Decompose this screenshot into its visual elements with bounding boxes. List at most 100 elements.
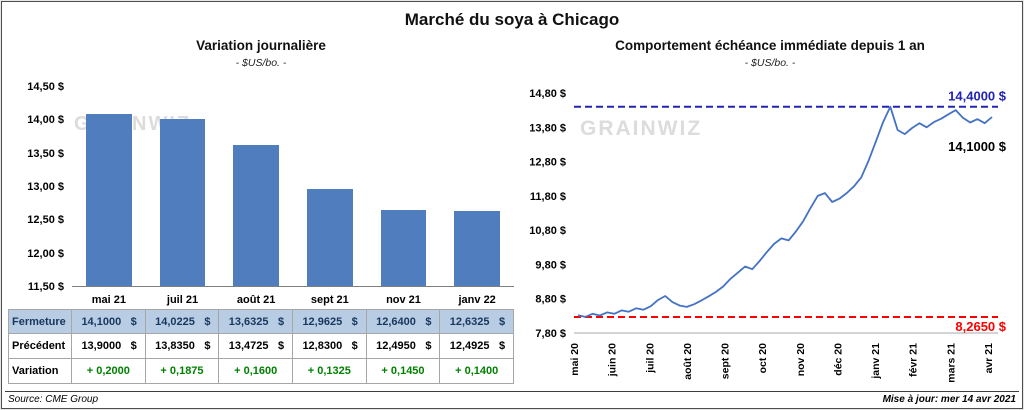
cell-value: + 0,2000 (86, 365, 130, 377)
table-cell: 13,6325 $ (219, 309, 293, 334)
table-cell: 12,6400 $ (366, 309, 441, 334)
cell-value: + 0,1325 (307, 365, 351, 377)
bar-sept 21 (307, 189, 353, 286)
bar-chart-subtitle: - $US/bo. - (235, 57, 287, 69)
bar-août 21 (233, 144, 280, 286)
price-line (577, 105, 993, 318)
bar-juil 21 (159, 118, 206, 286)
cell-value: 13,8350 (155, 340, 195, 352)
table-cell: + 0,1400 (440, 359, 514, 384)
cell-value: 14,1000 (81, 315, 122, 328)
column-header: sept 21 (310, 293, 349, 306)
row-label: Fermeture (8, 309, 72, 334)
line-y-tick-label: 14,80 $ (529, 88, 566, 100)
table-cell: 12,8300 $ (292, 334, 367, 359)
cell-value: 14,0225 (155, 315, 195, 328)
cell-value: 12,9625 (302, 315, 343, 328)
line-y-tick-label: 8,80 $ (535, 294, 566, 306)
currency-symbol: $ (351, 315, 358, 328)
currency-symbol: $ (204, 340, 211, 352)
cell-value: + 0,1400 (455, 365, 499, 377)
row-label: Précédent (8, 334, 72, 359)
bar-y-tick-label: 13,00 $ (27, 181, 64, 193)
cell-value: 12,4950 (376, 340, 416, 352)
page-title: Marché du soya à Chicago (404, 10, 620, 29)
cell-value: + 0,1875 (160, 365, 204, 377)
currency-symbol: $ (425, 340, 432, 352)
bar-nov 21 (380, 210, 427, 286)
table-cell: 13,4725 $ (219, 334, 293, 359)
bar-y-tick-label: 12,50 $ (27, 214, 64, 227)
line-y-tick-label: 7,80 $ (535, 328, 566, 340)
column-header: mai 21 (91, 293, 126, 306)
bar-column (146, 87, 220, 286)
line-y-tick-label: 10,80 $ (529, 225, 566, 237)
x-axis-label: juil 20 (644, 343, 656, 374)
cell-value: 13,9000 (81, 340, 122, 352)
row-label: Variation (8, 359, 72, 384)
currency-symbol: $ (277, 315, 285, 328)
source-note: Source: CME Group (8, 394, 99, 405)
low-value-label: 8,2650 $ (955, 319, 1006, 334)
high-value-label: 14,4000 $ (948, 89, 1007, 104)
bar-chart-plot: GRAINWIZ (72, 87, 514, 287)
cell-value: 12,4925 (449, 340, 490, 352)
x-axis-label: oct 20 (757, 343, 769, 374)
bar-chart-title: Variation journalière (196, 38, 326, 53)
table-cell: + 0,2000 (72, 359, 146, 384)
x-axis-label: sept 20 (720, 343, 732, 379)
x-axis-label: avr 21 (983, 343, 995, 374)
bar-column (219, 87, 293, 286)
currency-symbol: $ (204, 315, 211, 328)
table-cell: + 0,1325 (292, 359, 367, 384)
currency-symbol: $ (130, 315, 137, 328)
bar-janv 22 (454, 210, 501, 286)
currency-symbol: $ (351, 340, 358, 352)
line-chart-subtitle: - $US/bo. - (744, 57, 796, 69)
watermark: GRAINWIZ (580, 117, 702, 140)
footer: Source: CME Group Mise à jour: mer 14 av… (5, 391, 1019, 407)
cell-value: + 0,1600 (234, 365, 278, 377)
bar-chart-y-axis: 14,50 $ 14,00 $ 13,50 $ 13,00 $ 12,50 $ 12,00… (8, 81, 72, 293)
bar-y-tick-label: 14,50 $ (27, 81, 64, 93)
cell-value: 12,6400 (376, 315, 416, 328)
cell-value: 13,6325 (228, 315, 269, 328)
table-cell: + 0,1450 (366, 359, 441, 384)
x-axis-label: juin 20 (607, 343, 619, 377)
table-cell: 12,4950 $ (366, 334, 441, 359)
bar-y-tick-label: 11,50 $ (27, 281, 64, 293)
column-header: nov 21 (386, 293, 421, 306)
update-note: Mise à jour: mer 14 avr 2021 (882, 394, 1016, 405)
price-table: mai 21 juil 21 août 21 sept 21 nov 21 janv 22… (8, 290, 514, 384)
table-cell: 12,9625 $ (292, 309, 367, 334)
table-cell: 13,9000 $ (72, 334, 146, 359)
currency-symbol: $ (498, 315, 506, 328)
cell-value: 12,6325 (449, 315, 490, 328)
table-cell: 12,4925 $ (440, 334, 514, 359)
table-cell: + 0,1875 (145, 359, 220, 384)
line-y-tick-label: 9,80 $ (535, 259, 566, 271)
column-header: juil 21 (166, 293, 199, 306)
daily-variation-panel: Variation journalière - $US/bo. - 14,50 … (8, 36, 514, 384)
front-month-panel: Comportement échéance immédiate depuis 1… (520, 36, 1020, 393)
line-y-tick-label: 13,80 $ (529, 122, 566, 134)
cell-value: 12,8300 (302, 340, 343, 352)
bar-y-tick-label: 12,00 $ (27, 247, 64, 260)
table-cell: + 0,1600 (219, 359, 293, 384)
bar-y-tick-label: 14,00 $ (27, 114, 64, 127)
currency-symbol: $ (498, 340, 506, 352)
bar-column (367, 87, 441, 286)
bar-chart: 14,50 $ 14,00 $ 13,50 $ 13,00 $ 12,50 $ 12,00… (8, 81, 514, 293)
line-chart-svg: GRAINWIZ 14,80 $ 13,80 $ 12,80 $ 11,80 $ 10,8… (529, 88, 1007, 383)
x-axis-label: mars 21 (945, 343, 957, 383)
x-axis-label: nov 20 (795, 343, 807, 376)
cell-value: + 0,1450 (381, 365, 425, 377)
column-header: janv 22 (458, 293, 496, 306)
line-y-tick-label: 11,80 $ (530, 191, 566, 203)
cell-value: 13,4725 (228, 340, 269, 352)
currency-symbol: $ (277, 340, 285, 352)
table-cell: 14,1000 $ (72, 309, 146, 334)
table-cell: 13,8350 $ (145, 334, 220, 359)
bar-column (440, 87, 514, 286)
table-cell: 14,0225 $ (145, 309, 220, 334)
